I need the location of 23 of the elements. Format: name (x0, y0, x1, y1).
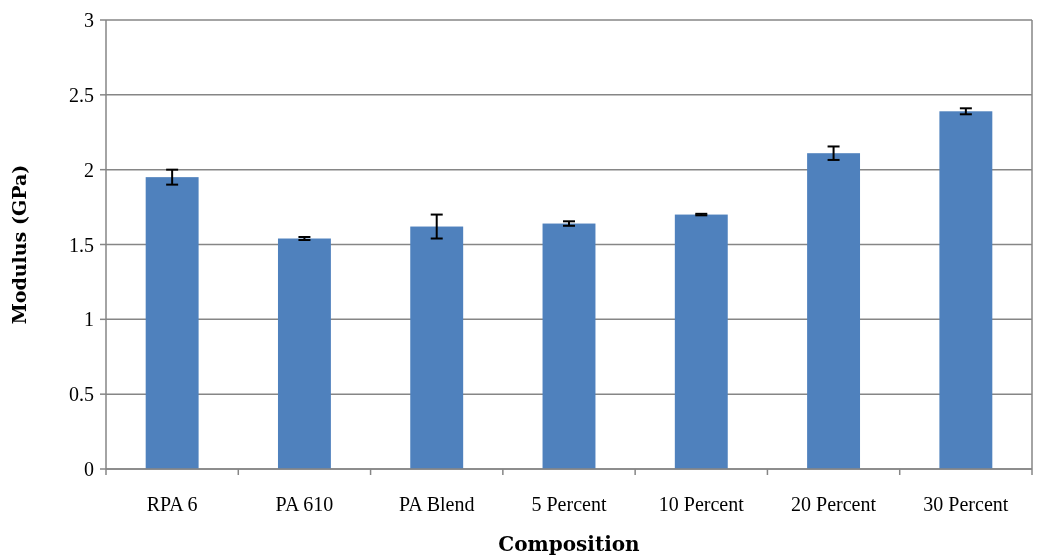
bar (807, 153, 861, 469)
y-tick-label: 3 (84, 9, 94, 31)
y-tick-label: 1 (84, 308, 94, 331)
y-tick-label: 0.5 (69, 383, 94, 406)
x-tick-label: 5 Percent (531, 493, 607, 515)
bar (410, 226, 464, 469)
bar (277, 238, 331, 469)
bar (939, 111, 993, 469)
y-tick-label: 2 (84, 158, 94, 181)
bar (674, 214, 728, 469)
x-tick-label: 20 Percent (791, 493, 877, 515)
y-axis-title: Modulus (GPa) (8, 164, 30, 325)
x-tick-label: PA Blend (399, 493, 475, 515)
y-tick-label: 2.5 (69, 83, 94, 106)
x-tick-label: RPA 6 (146, 493, 198, 515)
y-tick-label: 1.5 (69, 233, 94, 256)
x-tick-label: 10 Percent (658, 493, 745, 515)
bar (542, 223, 596, 469)
x-axis-title: Composition (498, 532, 641, 556)
bar (145, 177, 199, 469)
y-tick-label: 0 (84, 458, 94, 480)
x-tick-label: PA 610 (275, 493, 334, 515)
x-tick-label: 30 Percent (923, 493, 1009, 515)
